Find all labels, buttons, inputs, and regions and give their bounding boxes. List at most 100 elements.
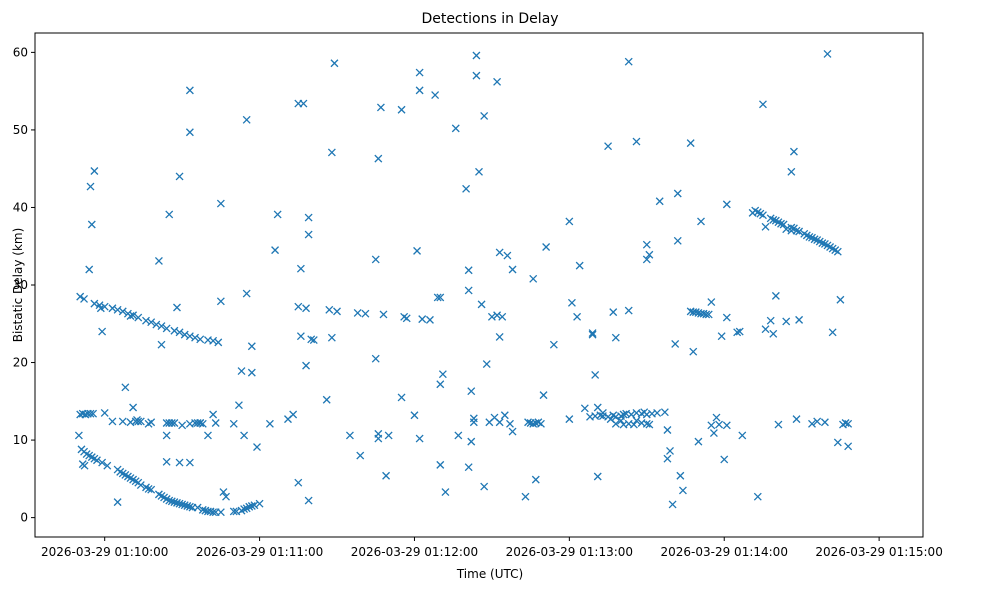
detection-marker [322, 395, 331, 404]
detection-marker [170, 326, 179, 335]
detection-marker [191, 333, 200, 342]
detection-marker [472, 51, 481, 60]
detection-marker [234, 401, 243, 410]
detection-marker [645, 420, 654, 429]
detection-marker [245, 502, 254, 511]
detection-marker [573, 312, 582, 321]
detection-marker [477, 300, 486, 309]
detection-marker [464, 286, 473, 295]
detection-marker [495, 248, 504, 257]
detection-marker [100, 408, 109, 417]
detection-marker [196, 335, 205, 344]
detection-marker [86, 409, 95, 418]
detection-marker [74, 431, 83, 440]
detection-marker [451, 124, 460, 133]
detection-marker [464, 463, 473, 472]
detection-marker [808, 419, 816, 428]
detection-marker [467, 387, 476, 396]
detection-marker [209, 336, 218, 345]
x-axis: 2026-03-29 01:10:00 2026-03-29 01:11:00 20… [41, 537, 943, 559]
y-tick-label: 0 [20, 511, 28, 525]
detection-marker [157, 322, 166, 331]
detection-marker [653, 408, 662, 417]
detection-marker [178, 500, 187, 509]
detection-marker [472, 71, 481, 80]
detection-marker [178, 421, 187, 430]
detection-marker [144, 484, 153, 493]
detection-marker [673, 189, 682, 198]
detection-marker [640, 408, 649, 417]
detection-marker [487, 312, 496, 321]
detection-marker [627, 410, 636, 419]
detection-marker [758, 100, 767, 109]
detection-marker [787, 167, 796, 176]
detection-marker [118, 417, 127, 426]
detection-marker [655, 197, 664, 206]
detection-marker [147, 485, 156, 494]
x-tick-label: 2026-03-29 01:14:00 [661, 545, 788, 559]
detection-marker [152, 320, 161, 329]
detection-marker [273, 210, 282, 219]
detection-marker [247, 342, 256, 351]
detection-marker [531, 475, 540, 484]
detection-marker [289, 410, 298, 419]
detection-marker [379, 310, 388, 319]
detection-marker [645, 250, 654, 259]
detection-marker [142, 316, 150, 325]
detection-marker [76, 292, 85, 301]
detection-marker [431, 91, 440, 99]
detection-marker [356, 451, 365, 460]
detection-marker [611, 419, 620, 428]
detection-marker [567, 298, 576, 307]
detection-marker [823, 49, 832, 58]
detection-marker [240, 431, 249, 440]
detection-marker [844, 419, 853, 428]
detection-marker [833, 438, 842, 447]
detection-marker [565, 217, 574, 226]
detection-marker [162, 324, 171, 333]
detection-marker [307, 335, 316, 344]
detection-marker [671, 339, 680, 348]
detection-marker [133, 415, 141, 424]
detection-marker [198, 505, 207, 514]
detection-marker [219, 488, 228, 496]
detection-marker [371, 255, 380, 264]
detection-marker [805, 232, 814, 241]
detection-marker [702, 310, 711, 319]
detection-marker [475, 167, 483, 176]
detection-marker [203, 431, 212, 440]
detection-marker [374, 154, 383, 163]
detection-marker [183, 502, 192, 510]
scatter-markers [74, 49, 853, 517]
detection-marker [761, 325, 770, 334]
detection-marker [642, 419, 651, 428]
detection-marker [302, 304, 311, 313]
detection-marker [632, 416, 641, 425]
detection-marker [758, 211, 767, 220]
detection-marker [165, 496, 174, 505]
detection-marker [294, 302, 303, 311]
detection-marker [678, 486, 687, 495]
detection-marker [774, 420, 783, 429]
detection-marker [503, 251, 512, 260]
detection-marker [173, 498, 181, 507]
detection-marker [196, 419, 205, 427]
detection-marker [820, 418, 829, 427]
detection-marker [795, 315, 804, 324]
detection-marker [761, 222, 770, 231]
detection-marker [591, 370, 600, 379]
y-tick-label: 40 [13, 200, 28, 214]
detection-marker [89, 409, 98, 418]
detection-marker [92, 456, 101, 465]
detection-marker [836, 295, 845, 304]
detection-marker [722, 200, 731, 209]
detection-marker [86, 182, 95, 191]
detection-marker [720, 455, 729, 464]
x-tick-label: 2026-03-29 01:10:00 [41, 545, 168, 559]
detection-marker [441, 488, 450, 496]
detection-marker [134, 313, 143, 322]
detection-marker [828, 328, 837, 337]
detection-marker [844, 442, 853, 451]
detection-marker [789, 147, 798, 156]
